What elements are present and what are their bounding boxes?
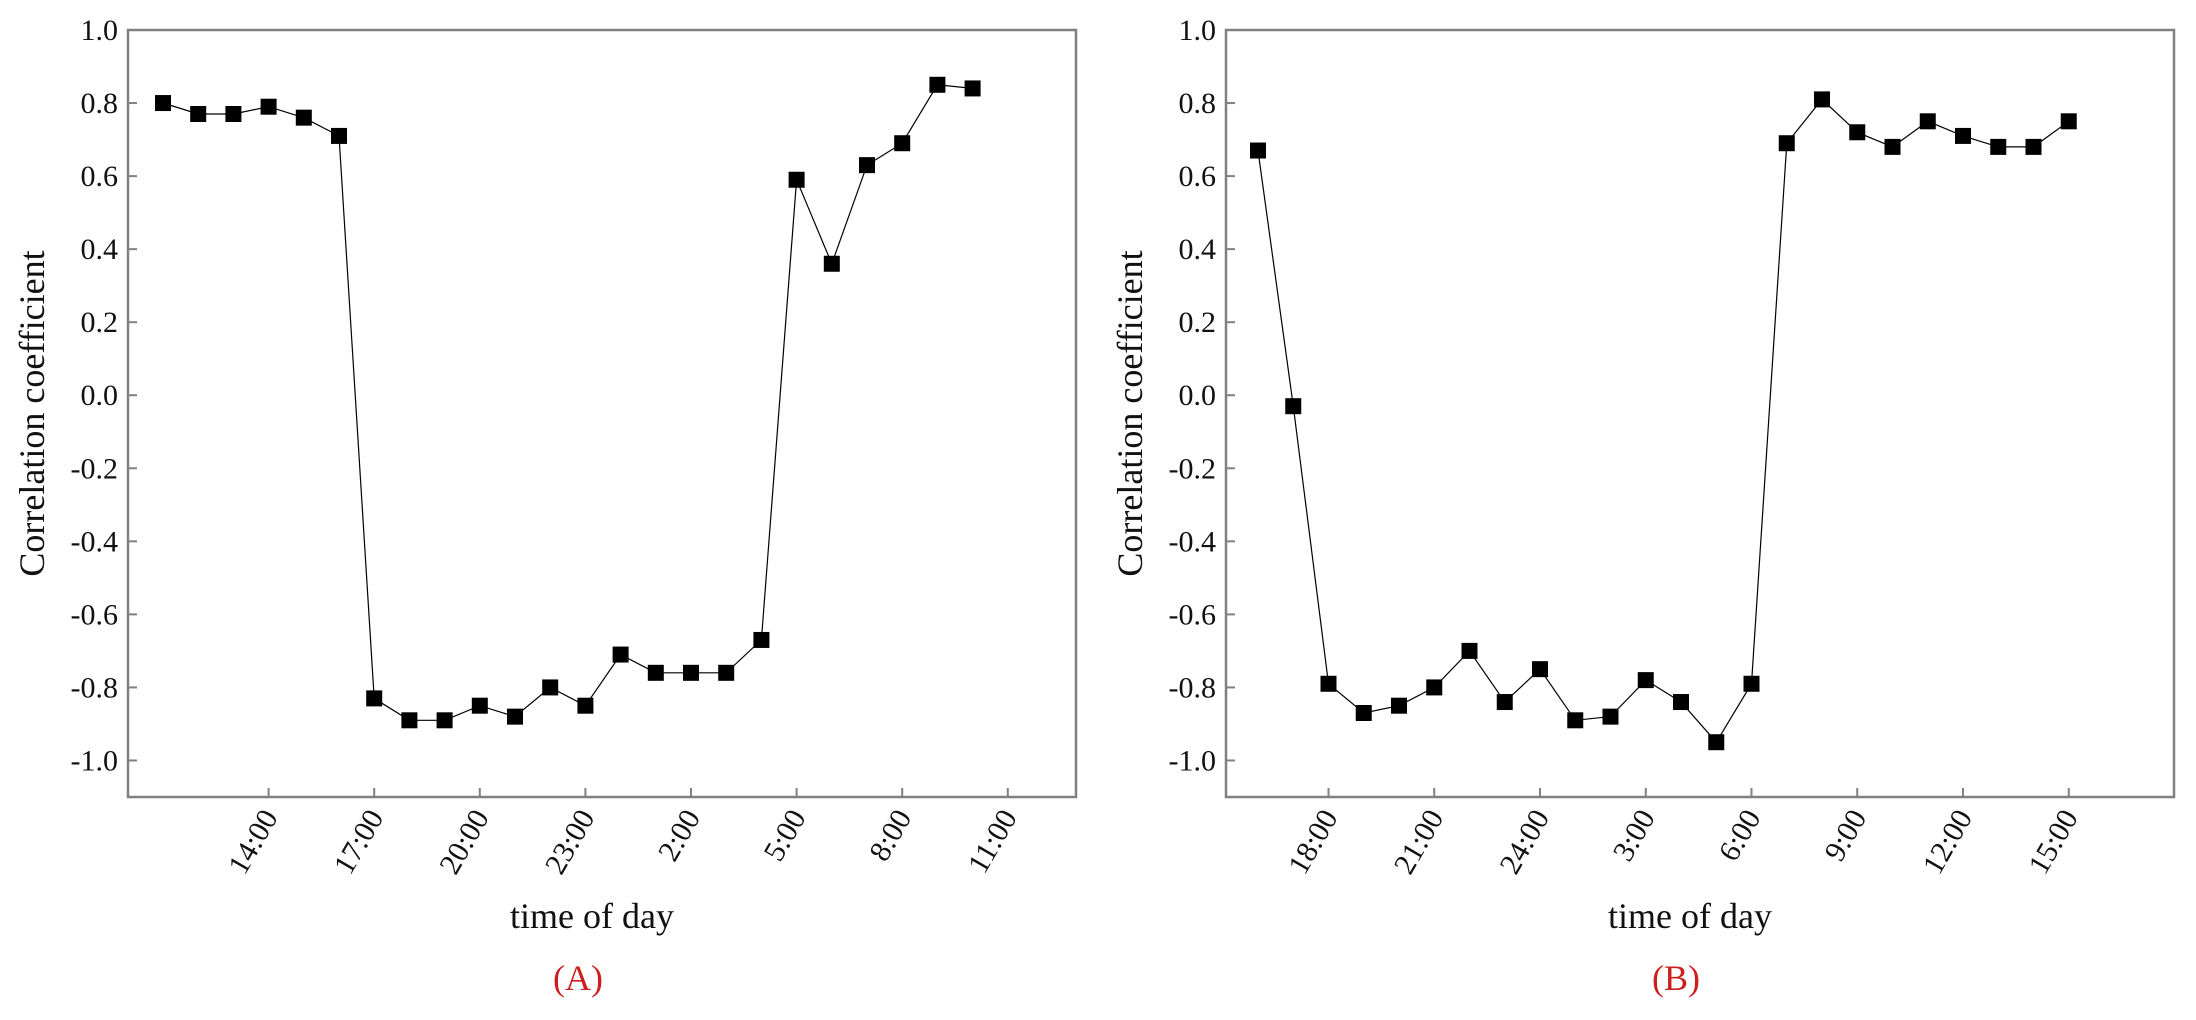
x-tick-label: 21:00 [1388,804,1451,880]
y-tick-label: 0.2 [1179,306,1217,339]
data-point [683,664,699,681]
y-tick-label: -0.6 [1169,598,1217,631]
data-point [753,631,770,648]
plot-frame [1224,28,2176,799]
data-point [401,712,418,729]
data-point [1567,712,1584,729]
y-tick-label: -0.8 [1169,671,1217,704]
data-point [1496,694,1513,711]
data-point [295,109,312,126]
x-tick-label: 18:00 [1282,804,1345,880]
data-point [929,76,946,93]
data-point [471,697,488,714]
data-point [1743,675,1760,692]
y-tick-label: 0.8 [1179,87,1217,120]
data-point [1391,697,1407,714]
y-tick-label: -1.0 [71,744,119,777]
series-line [1257,98,2070,744]
x-tick-label: 12:00 [1916,804,1979,880]
data-point [718,664,735,681]
y-tick-label: 0.8 [81,87,119,120]
y-tick-label: -0.2 [1169,452,1217,485]
x-tick-label: 17:00 [328,804,391,880]
y-tick-label: 0.4 [1179,233,1217,266]
data-point [331,127,347,144]
data-point [894,135,911,152]
x-tick-label: 24:00 [1493,804,1556,880]
x-axis-title: time of day [1608,896,1772,936]
data-point [2025,138,2042,155]
data-point [1814,91,1830,108]
data-point [2060,113,2077,130]
x-axis-title: time of day [510,896,674,936]
data-point [577,697,594,714]
data-point [1673,694,1689,711]
x-tick-label: 2:00 [652,804,707,867]
panel-label: (A) [553,958,603,998]
y-tick-label: -1.0 [1169,744,1217,777]
data-point [1250,142,1266,159]
x-tick-label: 15:00 [2022,804,2085,880]
data-point [823,255,840,272]
chart-panel-b: -1.0 -0.8 -0.6 -0.4 -0.2 0.0 0.2 0.4 0.6 0.8 1.0 18… [1110,14,2176,998]
data-point [1285,398,1302,415]
data-point [1461,642,1478,659]
data-point [1919,113,1936,130]
x-tick-label: 3:00 [1607,804,1662,867]
y-tick-label: 0.4 [81,233,119,266]
y-tick-label: -0.4 [1169,525,1217,558]
y-tick-label: -0.4 [71,525,119,558]
data-point [1990,138,2007,155]
y-tick-label: 0.0 [1179,379,1217,412]
y-axis-title: Correlation coefficient [1110,250,1150,576]
data-point [542,679,559,696]
data-point [366,690,383,707]
data-point [1884,138,1901,155]
x-tick-label: 5:00 [757,804,812,867]
x-tick-label: 8:00 [863,804,918,867]
data-point [647,664,664,681]
data-point [788,171,805,188]
x-tick-label: 20:00 [433,804,496,880]
data-point [859,157,875,174]
data-point [1778,135,1795,152]
y-tick-label: 0.2 [81,306,119,339]
data-point [1602,708,1619,725]
y-tick-label: -0.8 [71,671,119,704]
x-tick-label: 23:00 [539,804,602,880]
data-point [190,106,207,123]
data-point [225,106,242,123]
data-point [260,98,277,115]
data-point [1355,704,1372,721]
x-tick-label: 6:00 [1712,804,1767,867]
data-point [1849,124,1866,141]
y-tick-label: 1.0 [1179,14,1217,47]
data-point [436,712,453,729]
data-point [612,646,629,663]
y-tick-label: 0.6 [1179,160,1217,193]
data-point [1426,679,1443,696]
x-tick-label: 9:00 [1818,804,1873,867]
y-tick-label: 1.0 [81,14,119,47]
data-point [1637,672,1654,689]
y-tick-label: -0.6 [71,598,119,631]
plot-frame [126,28,1078,799]
x-tick-label: 14:00 [222,804,285,880]
data-point [1955,127,1971,144]
data-point [1532,661,1548,678]
y-axis-title: Correlation coefficient [12,250,52,576]
data-point [1320,675,1337,692]
y-tick-label: -0.2 [71,452,119,485]
data-point [964,80,981,97]
data-point [1708,734,1725,751]
chart-panel-a: -1.0 -0.8 -0.6 -0.4 -0.2 0.0 0.2 0.4 0.6 0.8 1.0 14… [12,14,1078,998]
y-tick-label: 0.0 [81,379,119,412]
y-tick-label: 0.6 [81,160,119,193]
series-line [162,84,973,721]
data-point [507,708,523,725]
x-tick-label: 11:00 [962,804,1024,879]
data-point [155,95,171,112]
panel-label: (B) [1652,958,1700,998]
